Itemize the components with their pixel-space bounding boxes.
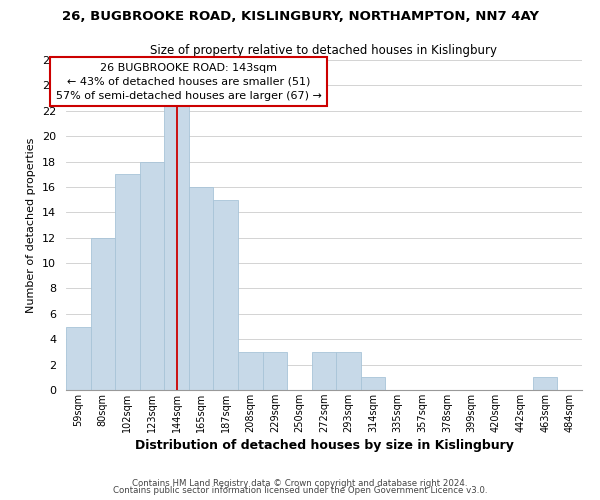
Bar	[189, 187, 214, 390]
Title: Size of property relative to detached houses in Kislingbury: Size of property relative to detached ho…	[151, 44, 497, 58]
Bar	[336, 352, 361, 390]
Bar	[312, 352, 336, 390]
Bar	[263, 352, 287, 390]
Bar	[361, 378, 385, 390]
Bar	[140, 162, 164, 390]
Y-axis label: Number of detached properties: Number of detached properties	[26, 138, 37, 312]
Bar	[533, 378, 557, 390]
Text: 26 BUGBROOKE ROAD: 143sqm
← 43% of detached houses are smaller (51)
57% of semi-: 26 BUGBROOKE ROAD: 143sqm ← 43% of detac…	[56, 62, 322, 100]
Text: Contains HM Land Registry data © Crown copyright and database right 2024.: Contains HM Land Registry data © Crown c…	[132, 478, 468, 488]
Bar	[238, 352, 263, 390]
Bar	[66, 326, 91, 390]
Bar	[115, 174, 140, 390]
Bar	[164, 98, 189, 390]
Text: 26, BUGBROOKE ROAD, KISLINGBURY, NORTHAMPTON, NN7 4AY: 26, BUGBROOKE ROAD, KISLINGBURY, NORTHAM…	[62, 10, 539, 23]
Bar	[214, 200, 238, 390]
Text: Contains public sector information licensed under the Open Government Licence v3: Contains public sector information licen…	[113, 486, 487, 495]
Bar	[91, 238, 115, 390]
X-axis label: Distribution of detached houses by size in Kislingbury: Distribution of detached houses by size …	[134, 439, 514, 452]
